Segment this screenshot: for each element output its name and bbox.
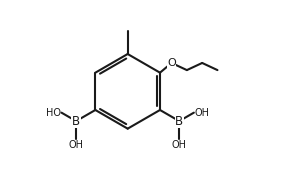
Text: O: O xyxy=(167,58,176,68)
Text: HO: HO xyxy=(46,108,60,118)
Text: OH: OH xyxy=(195,108,210,118)
Text: OH: OH xyxy=(69,140,84,150)
Text: B: B xyxy=(72,115,80,128)
Text: OH: OH xyxy=(172,140,187,150)
Text: B: B xyxy=(175,115,183,128)
